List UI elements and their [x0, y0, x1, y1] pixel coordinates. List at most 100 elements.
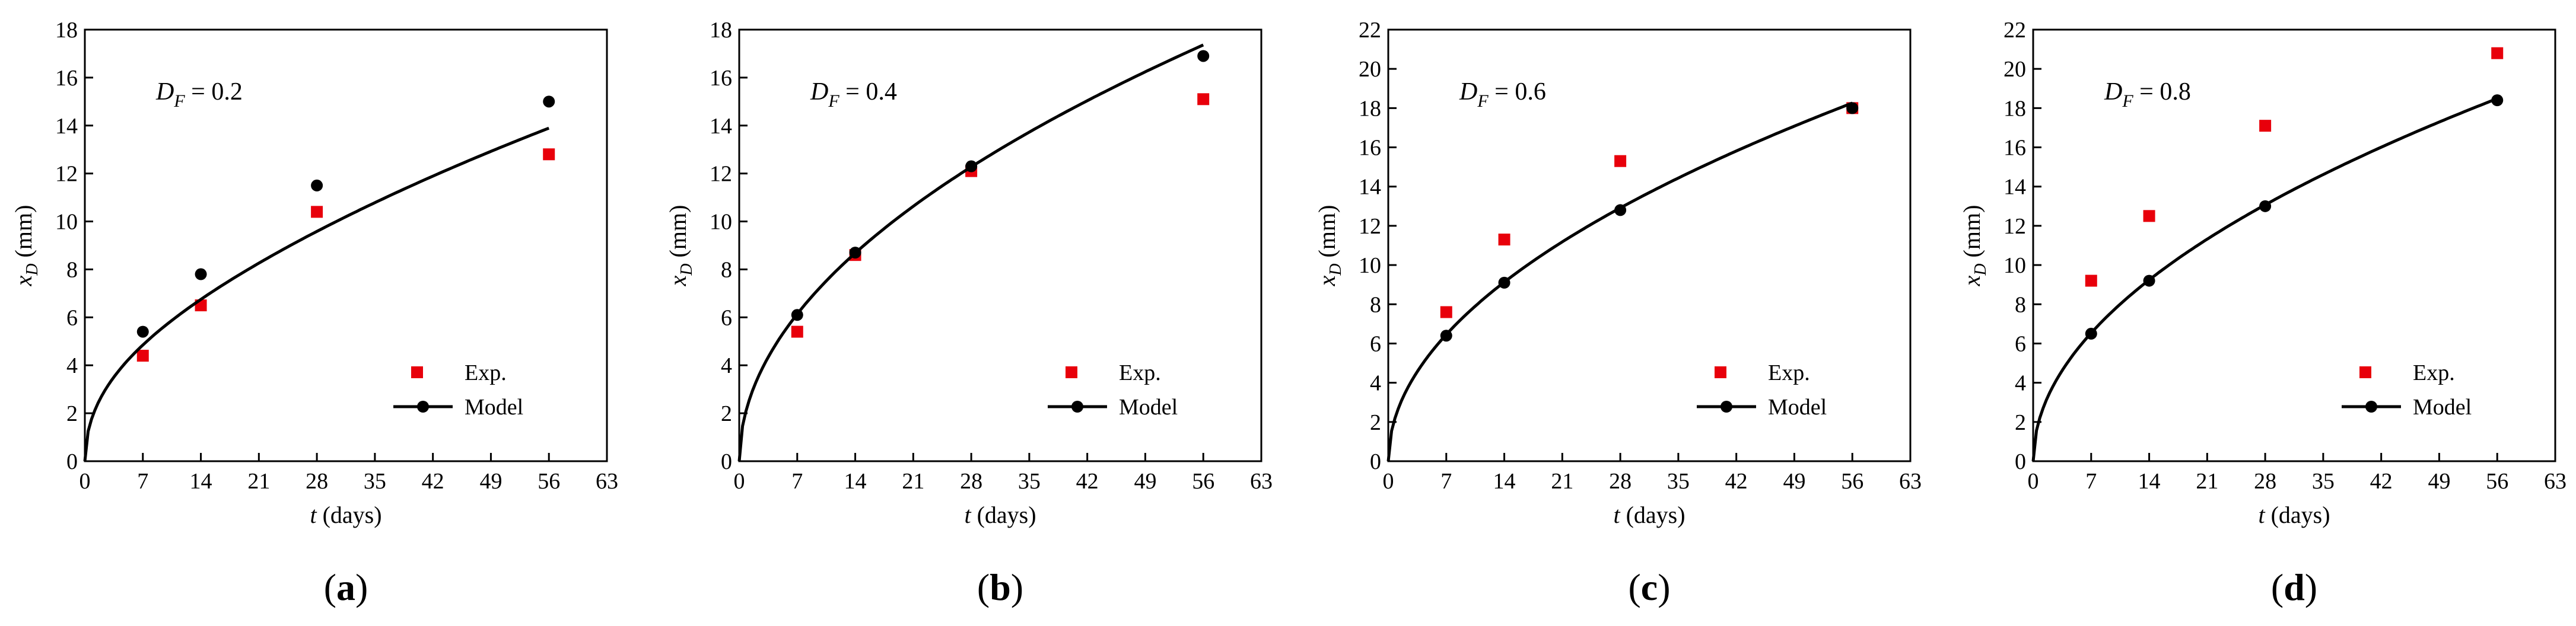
- y-tick-label: 16: [2003, 136, 2026, 161]
- x-tick-label: 56: [1841, 469, 1863, 494]
- exp-point: [1440, 306, 1452, 318]
- y-tick-label: 8: [66, 257, 78, 282]
- legend-model-label: Model: [465, 395, 523, 420]
- exp-point: [1614, 155, 1627, 167]
- exp-point: [2259, 120, 2272, 132]
- model-point: [849, 247, 861, 259]
- x-tick-label: 28: [1609, 469, 1632, 494]
- y-tick-label: 14: [1359, 175, 1381, 200]
- y-tick-label: 4: [2015, 371, 2026, 396]
- x-tick-label: 14: [1493, 469, 1516, 494]
- y-tick-label: 16: [55, 66, 78, 91]
- parameter-annotation: DF = 0.4: [810, 78, 897, 111]
- x-tick-label: 42: [1725, 469, 1748, 494]
- y-tick-label: 10: [55, 210, 78, 235]
- x-tick-label: 21: [1551, 469, 1573, 494]
- x-tick-label: 35: [2312, 469, 2335, 494]
- panel-label: (b): [977, 566, 1023, 608]
- x-tick-label: 49: [479, 469, 502, 494]
- chart-panel-b: 0 7 14 21 28 35 42 49 56 63 0 2 4 6 8 10 12 14 16 18 t (days…: [664, 18, 1273, 608]
- chart-panel-a: 0 7 14 21 28 35 42 49 56 63 0 2 4 6 8 10 12 14 16 18 t (days…: [10, 18, 618, 608]
- x-tick-label: 0: [734, 469, 745, 494]
- y-tick-label: 0: [721, 449, 732, 474]
- legend-exp-label: Exp.: [1119, 360, 1161, 385]
- plot-frame: [738, 28, 1262, 462]
- y-tick-label: 10: [710, 210, 732, 235]
- y-tick-label: 6: [66, 305, 78, 330]
- parameter-annotation: DF = 0.6: [1459, 78, 1546, 111]
- y-tick-label: 20: [2003, 57, 2026, 82]
- x-tick-label: 56: [538, 469, 560, 494]
- panel-label: (d): [2271, 566, 2317, 608]
- plot-frame: [1387, 28, 1912, 462]
- x-tick-label: 35: [364, 469, 386, 494]
- legend-model-label: Model: [2413, 395, 2472, 420]
- x-tick-label: 28: [306, 469, 328, 494]
- legend-model-label: Model: [1119, 395, 1178, 420]
- y-tick-label: 18: [55, 18, 78, 43]
- x-tick-label: 14: [190, 469, 212, 494]
- x-tick-label: 7: [1440, 469, 1452, 494]
- parameter-annotation: DF = 0.2: [155, 78, 243, 111]
- x-tick-label: 42: [2370, 469, 2393, 494]
- y-tick-label: 12: [710, 162, 732, 187]
- y-tick-label: 2: [721, 401, 732, 426]
- model-point: [2143, 274, 2155, 287]
- exp-point: [136, 350, 149, 362]
- x-tick-label: 7: [137, 469, 148, 494]
- model-point: [965, 160, 978, 173]
- y-tick-label: 0: [66, 449, 78, 474]
- model-point: [791, 309, 803, 321]
- model-point: [136, 325, 149, 338]
- model-point: [1498, 276, 1510, 289]
- x-tick-label: 21: [247, 469, 270, 494]
- legend-exp-marker: [2359, 366, 2371, 378]
- y-axis-label: xD (mm): [664, 205, 696, 287]
- exp-point: [791, 325, 803, 338]
- legend-exp-label: Exp.: [1768, 360, 1810, 385]
- plot-frame: [2032, 28, 2556, 462]
- y-tick-label: 12: [1359, 214, 1381, 239]
- chart-panel-d: 0 7 14 21 28 35 42 49 56 63 0 2 4 6 8 10 12 14 16 18 20 22 t (…: [1958, 18, 2567, 608]
- x-tick-label: 42: [1076, 469, 1099, 494]
- y-tick-label: 16: [1359, 136, 1381, 161]
- x-tick-label: 21: [2196, 469, 2218, 494]
- model-point: [1197, 50, 1210, 62]
- x-tick-label: 35: [1667, 469, 1690, 494]
- x-tick-label: 63: [596, 469, 618, 494]
- x-tick-label: 0: [2028, 469, 2039, 494]
- y-tick-label: 14: [55, 114, 78, 139]
- y-tick-label: 2: [66, 401, 78, 426]
- legend-model-marker: [1720, 401, 1732, 413]
- y-tick-label: 2: [2015, 410, 2026, 435]
- x-tick-label: 56: [2486, 469, 2508, 494]
- y-tick-label: 10: [2003, 253, 2026, 278]
- y-tick-label: 8: [721, 257, 732, 282]
- y-tick-label: 22: [1359, 18, 1381, 43]
- y-tick-label: 18: [1359, 96, 1381, 121]
- panel-label: (c): [1628, 566, 1670, 608]
- x-tick-label: 49: [2428, 469, 2450, 494]
- exp-point: [311, 206, 323, 218]
- x-tick-label: 49: [1134, 469, 1156, 494]
- y-tick-label: 0: [1370, 449, 1381, 474]
- y-tick-label: 4: [66, 353, 78, 378]
- y-tick-label: 8: [1370, 292, 1381, 317]
- y-tick-label: 12: [2003, 214, 2026, 239]
- panel-label: (a): [324, 566, 368, 608]
- y-axis-label: xD (mm): [1958, 205, 1990, 287]
- x-axis-label: t (days): [310, 502, 381, 528]
- model-point: [1614, 204, 1627, 216]
- x-tick-label: 63: [1899, 469, 1922, 494]
- model-point: [543, 95, 555, 108]
- x-tick-label: 7: [2085, 469, 2097, 494]
- model-point: [195, 268, 207, 280]
- x-tick-label: 56: [1192, 469, 1214, 494]
- x-tick-label: 28: [960, 469, 982, 494]
- y-tick-label: 22: [2003, 18, 2026, 43]
- plot-frame: [84, 28, 608, 462]
- legend-exp-label: Exp.: [2413, 360, 2455, 385]
- x-axis-label: t (days): [964, 502, 1036, 528]
- y-tick-label: 4: [721, 353, 732, 378]
